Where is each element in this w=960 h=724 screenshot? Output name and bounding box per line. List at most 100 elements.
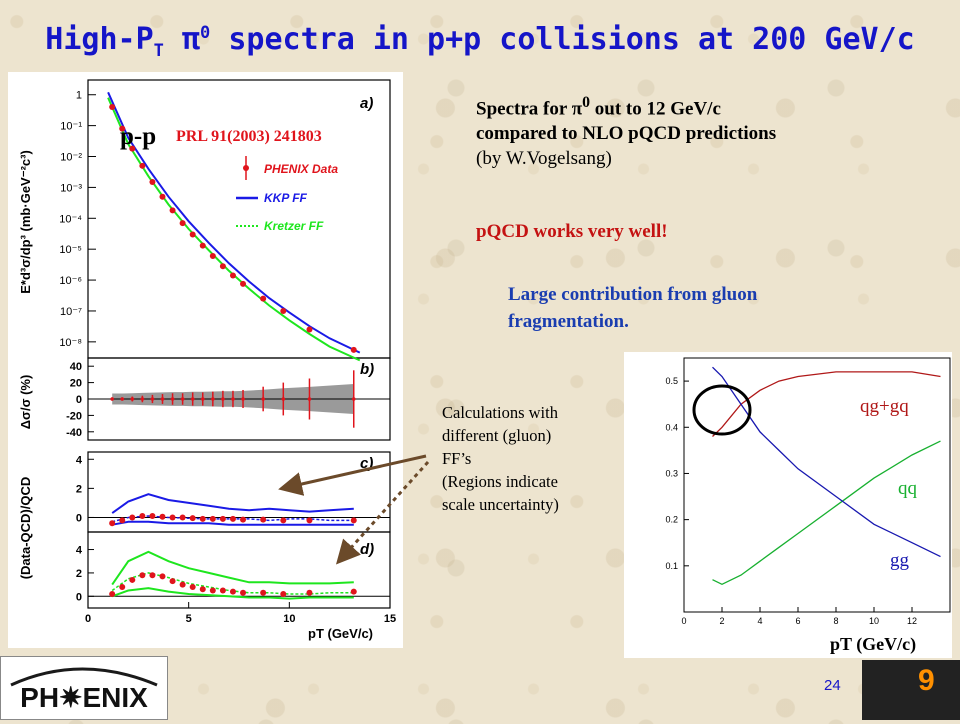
theory-curve xyxy=(111,493,354,514)
y-tick-label-a: 10⁻⁷ xyxy=(60,306,82,318)
theory-curve xyxy=(111,550,354,586)
data-point xyxy=(260,589,267,596)
y-tick-label-r: 0.3 xyxy=(665,468,678,478)
y-tick-label-b: -40 xyxy=(66,427,82,439)
data-point xyxy=(129,576,136,583)
data-point-b xyxy=(261,397,265,401)
x-tick-label-r: 4 xyxy=(757,616,762,626)
phenix-logo: PH✷ENIX xyxy=(0,656,168,720)
corner-photo xyxy=(862,660,960,720)
pp-label: p-p xyxy=(120,123,156,150)
y-tick-label-a: 10⁻⁴ xyxy=(59,213,82,225)
data-point xyxy=(169,578,176,585)
data-point xyxy=(209,515,216,522)
phenix-logo-text: PH✷ENIX xyxy=(20,682,148,713)
arrow-to-panel-d xyxy=(335,460,430,565)
data-point xyxy=(199,586,206,593)
data-point-b xyxy=(110,397,114,401)
data-point xyxy=(179,581,186,588)
data-point-a xyxy=(109,104,116,111)
theory-curve xyxy=(112,520,354,526)
theory-curve xyxy=(111,587,354,600)
fractions-svg: 0.1 0.2 0.3 0.4 0.5 0 2 4 6 8 10 12 qg+gq qq gg pT … xyxy=(665,357,951,655)
crossing-highlight xyxy=(692,384,752,436)
data-point xyxy=(119,583,126,590)
kretzer-curve xyxy=(107,97,361,362)
data-point xyxy=(219,515,226,522)
spectra-svg: 110⁻¹10⁻²10⁻³10⁻⁴10⁻⁵10⁻⁶10⁻⁷10⁻⁸ 40200-… xyxy=(18,79,396,641)
ylabel-cd: (Data-QCD)/QCD xyxy=(18,477,33,580)
data-point-a xyxy=(219,263,226,270)
y-tick-label-a: 10⁻⁶ xyxy=(59,275,82,287)
data-point-b xyxy=(211,397,215,401)
y-tick-label-r: 0.2 xyxy=(665,515,678,525)
y-tick-label: 4 xyxy=(76,545,83,557)
data-point xyxy=(149,572,156,579)
panel-c-plot: 4 2 0 xyxy=(76,454,390,527)
label-gg: gg xyxy=(890,550,910,571)
y-tick-label-b: 20 xyxy=(70,378,82,390)
data-point xyxy=(149,513,156,519)
data-point-b xyxy=(221,397,225,401)
x-tick-label: 15 xyxy=(384,613,396,625)
data-point-a xyxy=(209,253,216,260)
data-point-b xyxy=(351,397,356,401)
y-tick-label-a: 10⁻³ xyxy=(60,182,82,194)
panel-d-frame xyxy=(87,531,391,609)
data-point xyxy=(119,517,126,524)
fractions-frame xyxy=(683,357,951,613)
y-tick-label-a: 1 xyxy=(76,90,82,102)
x-tick-label-r: 0 xyxy=(681,616,686,626)
x-tick-label: 10 xyxy=(283,613,295,625)
data-point xyxy=(240,516,247,523)
data-point-a xyxy=(159,193,166,200)
data-point xyxy=(139,513,146,519)
data-point-b xyxy=(190,397,195,401)
fraction-curve xyxy=(712,440,941,586)
fraction-curve xyxy=(712,371,941,437)
y-tick-label-a: 10⁻⁵ xyxy=(59,244,82,256)
x-tick-label-r: 8 xyxy=(833,616,838,626)
gluon-statement: Large contribution from gluon fragmentat… xyxy=(508,284,758,332)
data-point-b xyxy=(150,397,155,401)
data-point xyxy=(240,589,247,596)
fractions-plot: 0.1 0.2 0.3 0.4 0.5 0 2 4 6 8 10 12 xyxy=(665,366,941,626)
data-point xyxy=(159,573,166,580)
data-point xyxy=(260,516,267,523)
phenix-logo-svg: PH✷ENIX xyxy=(10,667,158,713)
data-point-a xyxy=(169,207,176,214)
data-point-b xyxy=(140,397,145,401)
data-point xyxy=(306,589,313,596)
legend-kkp-label: KKP FF xyxy=(264,191,308,205)
data-point xyxy=(229,588,236,595)
data-point-a xyxy=(306,326,313,333)
data-point xyxy=(109,590,116,597)
pqcd-statement: pQCD works very well! xyxy=(476,221,668,242)
data-point xyxy=(306,517,313,524)
data-point xyxy=(219,587,226,594)
data-point xyxy=(109,520,116,527)
y-tick-label: 0 xyxy=(76,512,82,524)
data-point-b xyxy=(231,397,235,401)
panel-b-label: b) xyxy=(360,361,374,378)
data-point xyxy=(350,517,357,524)
data-point xyxy=(189,515,196,522)
panel-a-label: a) xyxy=(360,95,373,112)
xlabel-left: pT (GeV/c) xyxy=(308,626,373,641)
fractions-figure: 0.1 0.2 0.3 0.4 0.5 0 2 4 6 8 10 12 qg+gq qq gg pT … xyxy=(624,352,952,658)
data-point-a xyxy=(189,231,196,238)
legend-kretzer-label: Kretzer FF xyxy=(264,219,324,233)
data-point-a xyxy=(199,242,206,249)
y-tick-label-b: -20 xyxy=(66,410,82,422)
ylabel-a: E*d³σ/dp³ (mb·GeV⁻²c³) xyxy=(18,150,33,294)
x-tick-label-r: 12 xyxy=(907,616,917,626)
data-point xyxy=(129,514,136,521)
y-tick-label-r: 0.1 xyxy=(665,561,678,571)
calculations-note: Calculations with different (gluon) FF’s… xyxy=(442,403,559,514)
data-point xyxy=(229,515,236,522)
data-point xyxy=(159,513,166,520)
x-tick-label-r: 2 xyxy=(719,616,724,626)
data-point xyxy=(199,515,206,522)
page-number: 24 xyxy=(824,677,841,694)
y-tick-label-b: 0 xyxy=(76,394,82,406)
